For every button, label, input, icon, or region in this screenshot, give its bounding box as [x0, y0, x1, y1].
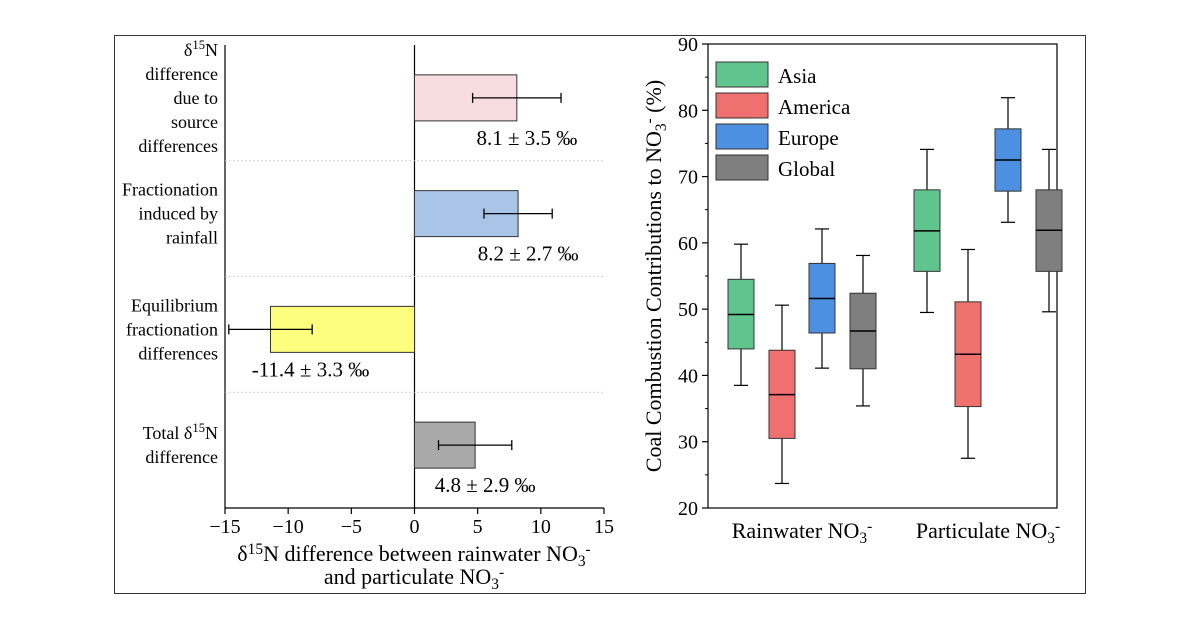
y-axis-title: Coal Combustion Contributions to NO3- (%… — [641, 80, 670, 472]
legend-swatch — [715, 92, 769, 119]
right-box-chart: 20 30 40 50 60 70 80 90 Rainwater NO3- Particulat… — [641, 34, 1063, 547]
category-label: differences — [138, 343, 218, 363]
y-tick-label: 60 — [678, 233, 698, 255]
legend-swatch — [715, 61, 769, 88]
x-category-label: Particulate NO3- — [916, 518, 1060, 547]
y-tick-label: 50 — [678, 299, 698, 321]
legend-label: America — [778, 95, 851, 119]
figure-frame — [114, 35, 1086, 594]
legend-label: Europe — [778, 126, 839, 150]
y-tick-label: 20 — [678, 498, 698, 520]
left-bar-chart: −15 −10 −5 0 5 10 15 8.1 ± 3.5 ‰ δ15N difference d… — [122, 38, 614, 593]
legend-label: Asia — [778, 64, 817, 88]
category-label: difference — [145, 447, 218, 467]
category-label: due to — [174, 88, 219, 108]
category-label: differences — [138, 136, 218, 156]
x-axis-title: δ15N difference between rainwater NO3- — [237, 541, 590, 570]
y-tick-label: 30 — [678, 432, 698, 454]
legend-swatch — [715, 154, 769, 181]
legend-label: Global — [778, 157, 835, 181]
x-tick-label: −10 — [273, 516, 304, 538]
y-tick-label: 80 — [678, 100, 698, 122]
x-tick-label: 10 — [531, 516, 551, 538]
y-tick-label: 90 — [678, 34, 698, 56]
y-tick-label: 70 — [678, 167, 698, 189]
data-label: 8.2 ± 2.7 ‰ — [478, 242, 579, 266]
category-label: rainfall — [166, 228, 218, 248]
y-tick-label: 40 — [678, 365, 698, 387]
x-tick-label: 0 — [410, 516, 420, 538]
category-label: Total δ15N — [143, 421, 218, 443]
x-tick-label: −5 — [341, 516, 362, 538]
category-label: induced by — [139, 204, 218, 224]
x-category-label: Rainwater NO3- — [732, 518, 873, 547]
category-label: difference — [145, 64, 218, 84]
category-label: Fractionation — [122, 180, 218, 200]
category-label: source — [171, 112, 218, 132]
category-label: fractionation — [126, 319, 218, 339]
category-label: Equilibrium — [131, 295, 218, 315]
x-axis-title: and particulate NO3- — [324, 564, 504, 593]
x-tick-label: −15 — [209, 516, 240, 538]
data-label: 4.8 ± 2.9 ‰ — [435, 473, 536, 497]
category-label: δ15N — [184, 38, 218, 60]
legend-swatch — [715, 123, 769, 150]
data-label: 8.1 ± 3.5 ‰ — [476, 126, 577, 150]
x-tick-label: 15 — [594, 516, 614, 538]
data-label: -11.4 ± 3.3 ‰ — [252, 357, 370, 381]
x-tick-label: 5 — [473, 516, 483, 538]
